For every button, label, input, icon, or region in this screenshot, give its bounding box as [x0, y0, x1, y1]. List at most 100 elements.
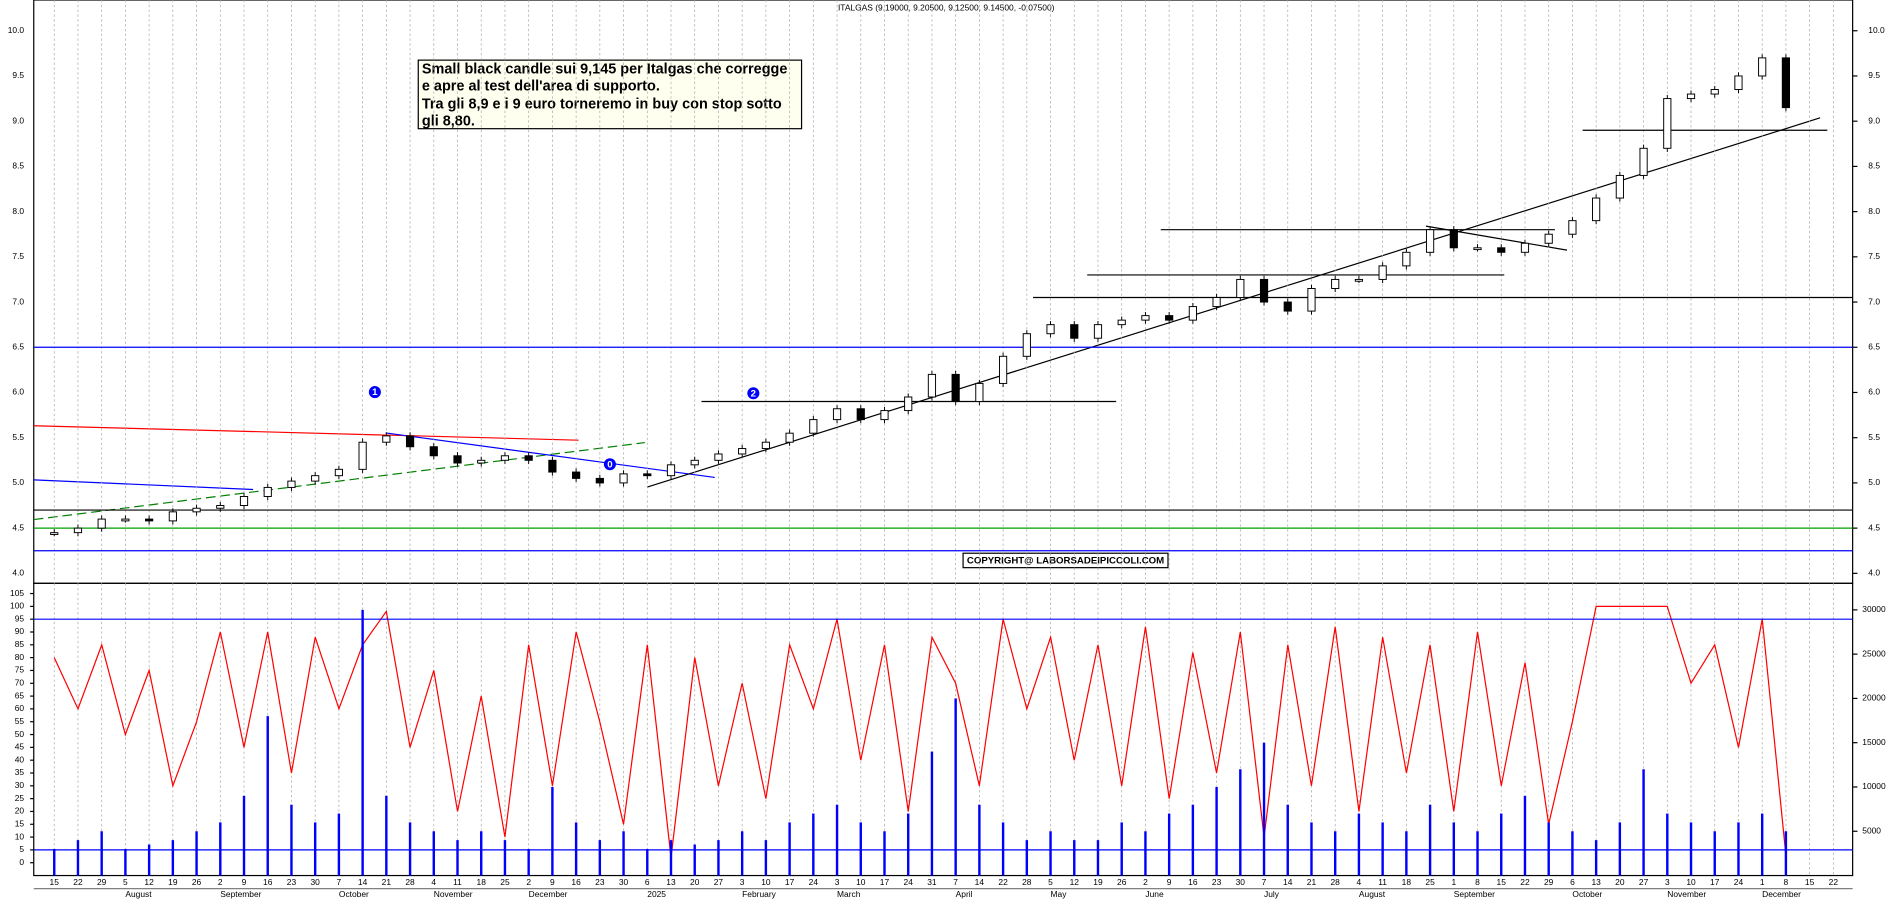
x-tick-label: 13: [1591, 877, 1601, 887]
candle-body: [1283, 301, 1292, 312]
y-tick-label: 65: [15, 690, 25, 700]
marker-label: 1: [372, 387, 378, 398]
y-tick-label: 9.5: [1868, 70, 1880, 80]
x-tick-label: 16: [1188, 877, 1198, 887]
y-tick-label: 5.5: [1868, 432, 1880, 442]
x-tick-label: 2: [1143, 877, 1148, 887]
candle-body: [97, 518, 106, 529]
y-tick-label: 9.0: [1868, 115, 1880, 125]
volume-bar: [669, 840, 673, 876]
y-tick-label: 5.0: [12, 477, 24, 487]
x-tick-label: 22: [1829, 877, 1839, 887]
y-tick-label: 6.5: [1868, 341, 1880, 351]
candle-body: [1188, 306, 1197, 321]
x-tick-label: 28: [1022, 877, 1032, 887]
trend-lines: [33, 117, 1821, 521]
candle-body: [1425, 229, 1435, 253]
volume-bar: [266, 716, 269, 876]
y-tick-label: 9.0: [12, 115, 24, 125]
candle-body: [334, 468, 343, 477]
candle-body: [856, 408, 865, 421]
candle-body: [1663, 98, 1672, 149]
candle-body: [73, 527, 83, 534]
volume-bar: [147, 844, 151, 876]
y-tick-label: 5.5: [12, 432, 24, 442]
y-tick-label: 4.0: [1868, 568, 1880, 578]
volume-bar: [1405, 831, 1408, 876]
x-tick-label: 23: [1212, 877, 1222, 887]
candle-body: [500, 455, 510, 461]
y-tick-label: 10.0: [1868, 25, 1885, 35]
y-tick-label: 100: [10, 601, 24, 611]
candle-body: [1497, 247, 1506, 253]
copyright: COPYRIGHT@ LABORSADEIPICCOLI.COM: [967, 556, 1164, 567]
x-tick-label: 27: [1639, 877, 1649, 887]
x-tick-label: 9: [1167, 877, 1172, 887]
volume-bar: [1262, 742, 1266, 876]
volume-bar: [740, 831, 744, 876]
marker-circle: [747, 387, 760, 400]
volume-bar: [1547, 822, 1550, 876]
y-tick-label: 45: [15, 742, 25, 752]
y-tick-label: 8.0: [1868, 206, 1880, 216]
x-tick-label: 19: [168, 877, 178, 887]
x-month-label: 2025: [647, 889, 666, 899]
y2-tick-label: 30000: [1862, 604, 1886, 614]
x-tick-label: 15: [1805, 877, 1815, 887]
volume-bar: [907, 813, 910, 876]
x-tick-label: 13: [666, 877, 676, 887]
x-tick-label: 26: [192, 877, 202, 887]
volume-bar: [1310, 822, 1313, 876]
volume-bar: [124, 848, 127, 876]
volume-bar: [1167, 813, 1171, 876]
x-tick-label: 15: [1497, 877, 1507, 887]
volume-bar: [1476, 831, 1479, 876]
x-tick-label: 20: [690, 877, 700, 887]
volume-bar: [551, 786, 554, 876]
volume-bar: [1096, 840, 1100, 876]
x-tick-label: 16: [263, 877, 273, 887]
candle-body: [1236, 278, 1245, 299]
volume-bar: [1144, 831, 1147, 876]
y-tick-label: 5.0: [1868, 477, 1880, 487]
y-tick-label: 8.5: [1868, 161, 1880, 171]
y2-tick-label: 10000: [1862, 781, 1886, 791]
x-tick-label: 4: [1357, 877, 1362, 887]
volume-bar: [1571, 831, 1574, 876]
volume-bar: [171, 840, 175, 876]
candle-body: [192, 507, 201, 513]
volume-bar: [219, 822, 222, 876]
volume-bar: [930, 751, 934, 876]
volume-bar: [1025, 840, 1029, 876]
x-tick-label: 11: [453, 877, 462, 887]
chart-title: ITALGAS (9.19000, 9.20500, 9.12500, 9.14…: [838, 3, 1055, 13]
candle-body: [572, 471, 581, 479]
x-tick-label: 16: [571, 877, 581, 887]
volume-bar: [1689, 822, 1693, 876]
candle-body: [1402, 251, 1411, 267]
volume-bar: [385, 795, 388, 876]
x-month-label: April: [956, 889, 973, 899]
x-tick-label: 22: [1520, 877, 1530, 887]
candle-body: [666, 464, 676, 477]
candle-body: [358, 441, 367, 470]
candle-body: [809, 419, 818, 434]
candle-body: [524, 455, 533, 461]
y-tick-label: 30: [15, 780, 25, 790]
y-tick-label: 7.0: [12, 296, 24, 306]
y-tick-label: 10: [15, 831, 25, 841]
volume-bar: [1215, 786, 1218, 876]
candle-body: [643, 473, 652, 477]
y-tick-label: 95: [15, 613, 25, 623]
x-tick-label: 1: [1760, 877, 1765, 887]
volume-bar: [883, 831, 886, 876]
x-tick-label: 17: [880, 877, 890, 887]
x-tick-label: 31: [927, 877, 937, 887]
y-tick-label: 90: [15, 626, 25, 636]
volume-bar: [574, 822, 578, 876]
x-tick-label: 10: [1686, 877, 1696, 887]
x-tick-label: 25: [1425, 877, 1435, 887]
x-tick-label: 11: [1378, 877, 1387, 887]
